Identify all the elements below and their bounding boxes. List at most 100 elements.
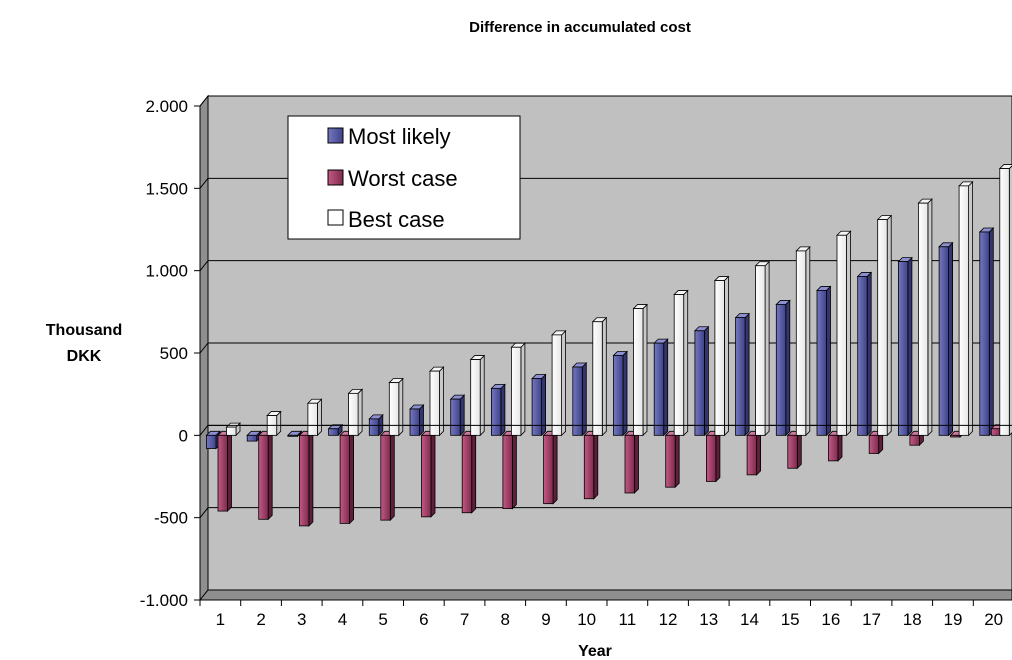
legend: Most likely Worst case Best case	[287, 115, 521, 240]
chart-title: Difference in accumulated cost	[469, 19, 691, 36]
bar-worst-case	[501, 430, 518, 510]
bar-worst-case	[298, 430, 314, 527]
bar-worst-case-side	[552, 430, 558, 505]
bar-worst-case-front	[665, 434, 676, 488]
bar-most-likely-side	[826, 285, 831, 437]
bar-worst-case-side	[593, 430, 599, 500]
x-tick-label: 2	[256, 610, 265, 629]
bar-most-likely-front	[450, 398, 461, 436]
bar-best-case-side	[683, 289, 689, 437]
bar-worst-case-front	[950, 434, 961, 438]
bar-most-likely-front	[857, 276, 868, 436]
bar-most-likely-side	[704, 325, 709, 437]
bar-most-likely-front	[206, 434, 217, 449]
bar-most-likely-side	[663, 338, 669, 437]
bar-most-likely-front	[898, 261, 909, 436]
x-tick-label: 4	[338, 610, 347, 629]
y-ticks: 2.000 1.500 1.000 500 0 -500 -1.000	[140, 97, 200, 610]
legend-label-most-likely: Most likely	[348, 124, 451, 149]
bar-worst-case	[786, 430, 803, 470]
legend-label-worst-case: Worst case	[348, 166, 458, 191]
bar-worst-case-side	[430, 430, 436, 518]
bar-worst-case-front	[868, 434, 880, 454]
bar-best-case-side	[601, 316, 607, 437]
x-tick-label: 8	[501, 610, 510, 629]
bar-best-case-side	[398, 377, 404, 437]
x-tick-label: 5	[378, 610, 387, 629]
y-tick-label: 0	[179, 426, 188, 445]
bar-best-case	[388, 377, 404, 437]
y-tick-label: 1.000	[145, 262, 188, 281]
x-axis-title: Year	[578, 643, 612, 660]
bar-best-case-side	[561, 329, 566, 437]
y-tick-label: 1.500	[145, 179, 188, 198]
bar-worst-case	[420, 430, 436, 518]
x-tick-label: 9	[541, 610, 550, 629]
bar-worst-case-front	[258, 434, 269, 520]
bar-worst-case-front	[461, 434, 473, 514]
bar-best-case	[876, 214, 893, 437]
bar-most-likely-side	[500, 383, 506, 437]
bar-worst-case-side	[634, 430, 639, 494]
bar-worst-case-side	[471, 430, 477, 514]
bar-worst-case-front	[298, 434, 310, 527]
y-tick-label: -1.000	[140, 591, 188, 610]
bar-most-likely-side	[744, 312, 750, 437]
bar-worst-case	[705, 430, 721, 483]
bar-most-likely-front	[938, 246, 949, 436]
bar-worst-case	[257, 430, 274, 521]
bar-worst-case	[339, 430, 355, 525]
bar-worst-case-side	[389, 430, 395, 522]
bar-best-case	[347, 388, 364, 437]
bar-best-case-front	[673, 294, 685, 436]
bar-most-likely-side	[581, 362, 587, 437]
y-tick-label: 2.000	[145, 97, 188, 116]
x-ticks: 1 2 3 4 5 6 7 8 9 10 11 12 13 14 15 16 17 18 19 20	[199, 600, 1003, 629]
y-axis-title-line-2: DKK	[67, 348, 102, 365]
bar-best-case-side	[479, 354, 485, 437]
bar-best-case-side	[968, 180, 973, 437]
legend-swatch-worst-case	[327, 169, 344, 186]
bar-best-case-front	[633, 308, 644, 436]
bar-best-case-front	[388, 382, 400, 436]
bar-best-case-front	[592, 321, 603, 436]
bar-worst-case-side	[267, 430, 273, 521]
legend-label-best-case: Best case	[348, 207, 445, 232]
bar-most-likely-side	[419, 404, 424, 437]
bar-best-case-side	[886, 214, 892, 437]
bar-most-likely-front	[816, 290, 827, 436]
bar-most-likely	[449, 394, 466, 437]
bar-best-case-side	[724, 275, 729, 437]
bar-best-case-side	[805, 245, 811, 437]
x-tick-label: 14	[740, 610, 759, 629]
bar-best-case	[713, 275, 730, 437]
bar-best-case-front	[877, 219, 888, 436]
bar-most-likely	[286, 430, 303, 438]
bar-best-case-front	[307, 402, 318, 436]
bar-worst-case-side	[227, 430, 232, 513]
bar-most-likely-front	[653, 342, 665, 436]
plot-floor	[198, 589, 1012, 601]
bar-best-case-front	[551, 334, 562, 436]
bar-best-case	[429, 366, 445, 437]
bar-worst-case-front	[421, 434, 432, 518]
bar-worst-case-side	[349, 430, 355, 525]
bar-worst-case-front	[339, 434, 351, 524]
gridline-side	[199, 260, 209, 271]
bar-worst-case-front	[583, 434, 595, 500]
legend-box	[287, 115, 521, 240]
bar-worst-case	[583, 430, 599, 500]
bars	[205, 164, 1012, 527]
x-tick-label: 18	[903, 610, 922, 629]
bar-best-case-side	[642, 303, 648, 437]
bar-most-likely	[653, 338, 669, 437]
bar-best-case	[998, 164, 1012, 437]
bar-most-likely	[734, 312, 751, 437]
bar-most-likely-front	[368, 418, 380, 436]
x-tick-label: 3	[297, 610, 306, 629]
gridline-side	[199, 178, 209, 189]
bar-most-likely-side	[866, 271, 872, 437]
bar-worst-case	[542, 430, 559, 505]
